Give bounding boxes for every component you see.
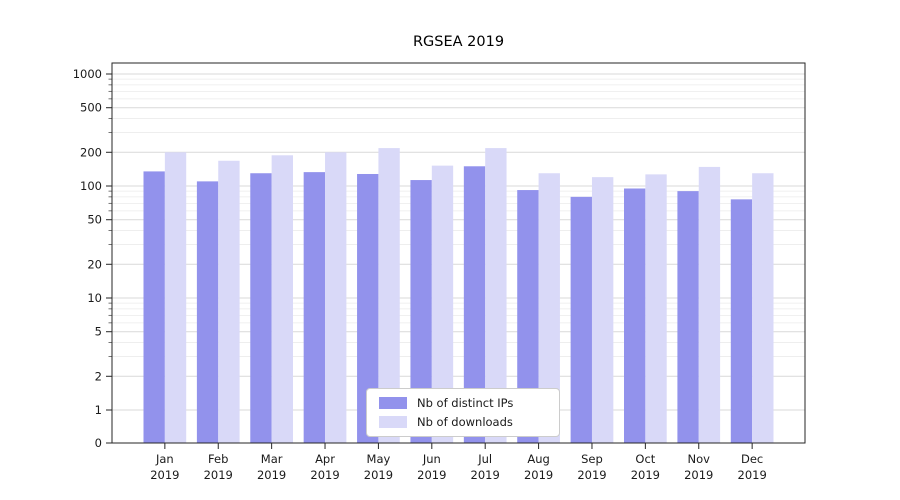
- x-tick-label-year: 2019: [684, 468, 713, 482]
- y-tick-label: 200: [80, 145, 102, 159]
- legend-item-distinct-ips: Nb of distinct IPs: [379, 396, 547, 410]
- bar-distinct-ips-3: [303, 172, 326, 444]
- bar-distinct-ips-10: [677, 191, 699, 443]
- x-tick-label-month: Aug: [527, 452, 549, 466]
- y-tick-label: 5: [95, 325, 102, 339]
- legend-label-downloads: Nb of downloads: [417, 415, 513, 429]
- x-tick-label-year: 2019: [471, 468, 500, 482]
- bar-downloads-8: [591, 177, 614, 443]
- bar-distinct-ips-7: [517, 190, 539, 443]
- x-tick-label-year: 2019: [577, 468, 606, 482]
- bar-distinct-ips-8: [570, 196, 592, 443]
- legend-swatch-distinct-ips: [379, 397, 407, 409]
- bar-downloads-2: [271, 155, 293, 444]
- legend-item-downloads: Nb of downloads: [379, 415, 547, 429]
- y-tick-label: 0: [95, 436, 102, 450]
- bar-distinct-ips-2: [250, 173, 272, 443]
- x-tick-label-month: May: [367, 452, 391, 466]
- x-tick-label-year: 2019: [364, 468, 393, 482]
- bar-downloads-10: [698, 166, 721, 443]
- y-tick-label: 1: [95, 403, 102, 417]
- x-tick-label-year: 2019: [204, 468, 233, 482]
- y-tick-label: 100: [80, 179, 102, 193]
- y-tick-label: 1000: [73, 67, 102, 81]
- bar-distinct-ips-11: [730, 199, 753, 443]
- bar-distinct-ips-5: [410, 180, 432, 443]
- y-tick-label: 10: [87, 291, 102, 305]
- legend-swatch-downloads: [379, 416, 407, 428]
- x-tick-label-month: Feb: [208, 452, 228, 466]
- bar-downloads-5: [431, 165, 454, 443]
- bar-downloads-3: [325, 152, 347, 443]
- x-tick-label-year: 2019: [631, 468, 660, 482]
- bar-downloads-11: [752, 173, 774, 443]
- x-tick-label-year: 2019: [310, 468, 339, 482]
- bar-downloads-9: [645, 174, 667, 444]
- x-tick-label-month: Jul: [477, 452, 492, 466]
- y-tick-label: 50: [87, 213, 102, 227]
- x-tick-label-month: Nov: [688, 452, 711, 466]
- x-tick-label-month: Sep: [581, 452, 603, 466]
- bar-downloads-6: [485, 148, 507, 443]
- x-tick-label-month: Mar: [261, 452, 283, 466]
- x-tick-label-month: Dec: [741, 452, 763, 466]
- bar-distinct-ips-4: [357, 173, 379, 443]
- y-tick-label: 500: [80, 101, 102, 115]
- y-tick-label: 20: [87, 257, 102, 271]
- bar-downloads-0: [164, 152, 187, 443]
- x-tick-label-year: 2019: [738, 468, 767, 482]
- x-tick-label-month: Jan: [155, 452, 174, 466]
- chart-title: RGSEA 2019: [412, 34, 505, 50]
- bar-downloads-1: [218, 160, 240, 443]
- legend: Nb of distinct IPs Nb of downloads: [366, 388, 560, 437]
- x-tick-label-year: 2019: [417, 468, 446, 482]
- x-tick-label-year: 2019: [524, 468, 553, 482]
- x-tick-label-year: 2019: [257, 468, 286, 482]
- plot-border: [111, 62, 806, 444]
- x-tick-label-year: 2019: [150, 468, 179, 482]
- bar-downloads-4: [378, 148, 400, 443]
- x-tick-label-month: Oct: [635, 452, 655, 466]
- bar-distinct-ips-1: [196, 181, 219, 443]
- legend-label-distinct-ips: Nb of distinct IPs: [417, 396, 514, 410]
- bar-distinct-ips-6: [463, 166, 486, 444]
- bar-distinct-ips-0: [143, 171, 165, 443]
- y-tick-label: 2: [95, 369, 102, 383]
- bar-distinct-ips-9: [624, 188, 646, 443]
- x-tick-label-month: Jun: [422, 452, 441, 466]
- bar-downloads-7: [538, 173, 560, 443]
- x-tick-label-month: Apr: [315, 452, 335, 466]
